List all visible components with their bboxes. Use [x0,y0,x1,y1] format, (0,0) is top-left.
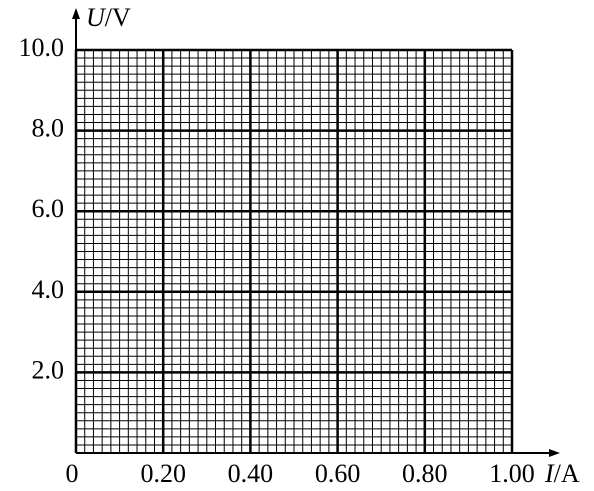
x-tick-label: 1.00 [489,459,535,488]
x-tick-label: 0.40 [228,459,274,488]
x-axis-label: I/A [544,459,580,488]
x-tick-label: 0.20 [140,459,186,488]
y-tick-label: 2.0 [32,355,65,384]
x-tick-label: 0.60 [315,459,361,488]
x-axis-arrow [549,449,560,457]
y-axis-label: U/V [86,3,131,32]
y-tick-label: 6.0 [32,194,65,223]
y-tick-label: 4.0 [32,275,65,304]
y-tick-label: 10.0 [19,33,65,62]
x-tick-label: 0.80 [402,459,448,488]
y-tick-label: 8.0 [32,114,65,143]
x-tick-label: 0 [66,459,79,488]
y-axis-arrow [72,8,80,19]
